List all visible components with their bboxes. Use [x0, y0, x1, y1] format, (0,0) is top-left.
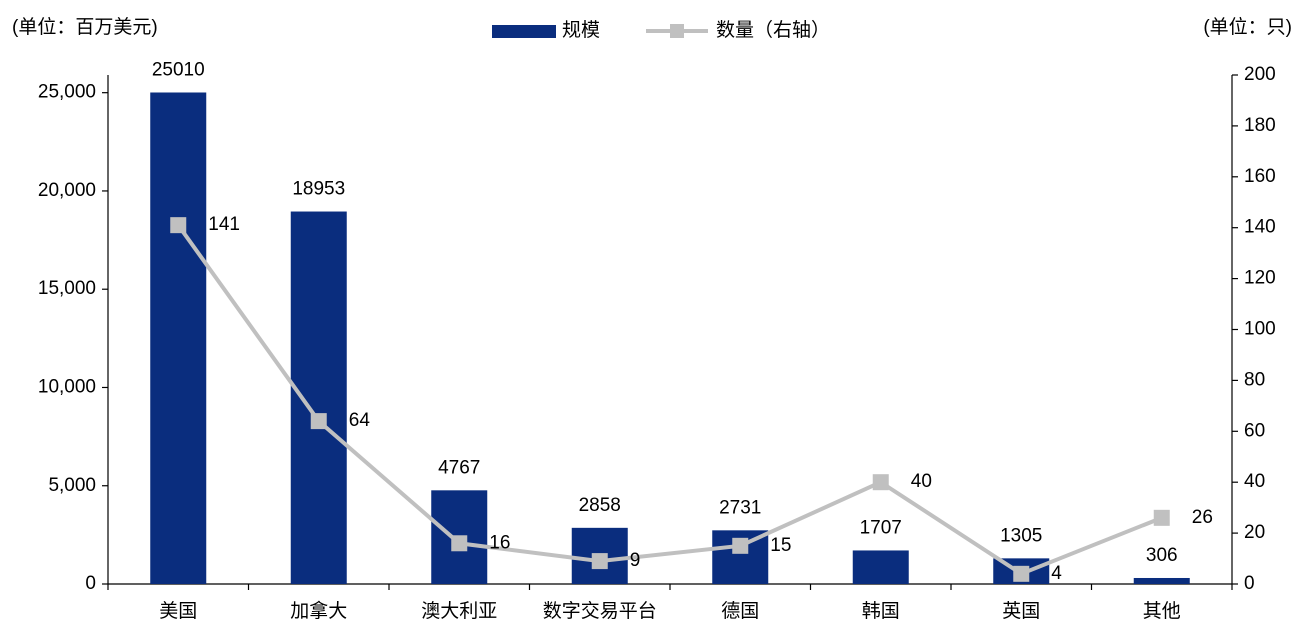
y-tick-label: 0	[85, 573, 96, 594]
bar	[290, 211, 347, 584]
y2-tick-label: 40	[1244, 471, 1265, 492]
y2-tick-label: 80	[1244, 369, 1265, 390]
y2-tick-label: 120	[1244, 268, 1276, 289]
y2-tick-label: 0	[1244, 573, 1255, 594]
line-marker	[451, 535, 468, 552]
x-tick-label: 德国	[721, 600, 759, 622]
line-value-label: 16	[489, 532, 510, 553]
y2-tick-label: 180	[1244, 115, 1276, 136]
legend-label: 数量（右轴）	[716, 19, 830, 41]
line-marker	[1013, 565, 1030, 582]
legend-swatch	[492, 25, 556, 38]
x-tick-label: 澳大利亚	[421, 600, 497, 622]
bar-value-label: 18953	[292, 179, 345, 200]
line-value-label: 26	[1192, 507, 1213, 528]
bar-value-label: 25010	[152, 60, 205, 81]
bar	[150, 92, 207, 585]
y2-tick-label: 160	[1244, 166, 1276, 187]
left-unit: (单位：百万美元)	[12, 16, 158, 38]
y-tick-label: 5,000	[48, 475, 96, 496]
x-tick-label: 英国	[1002, 600, 1040, 622]
y2-tick-label: 100	[1244, 319, 1276, 340]
line-marker	[1153, 509, 1170, 526]
line-marker	[310, 413, 327, 430]
line-marker	[170, 217, 187, 234]
line-value-label: 9	[630, 550, 641, 571]
y-tick-label: 15,000	[38, 278, 96, 299]
line-marker	[872, 474, 889, 491]
x-tick-label: 韩国	[862, 600, 900, 622]
bar-value-label: 2858	[579, 495, 621, 516]
bar-value-label: 1707	[860, 517, 902, 538]
y2-tick-label: 140	[1244, 217, 1276, 238]
bar-value-label: 306	[1146, 545, 1178, 566]
y-tick-label: 20,000	[38, 180, 96, 201]
y2-tick-label: 20	[1244, 522, 1265, 543]
line-marker	[732, 537, 749, 554]
x-tick-label: 其他	[1143, 600, 1181, 622]
legend-label: 规模	[562, 19, 600, 41]
line-value-label: 64	[349, 410, 371, 431]
bar-value-label: 2731	[719, 497, 761, 518]
bar-value-label: 4767	[438, 457, 480, 478]
bar-value-label: 1305	[1000, 525, 1042, 546]
y2-tick-label: 60	[1244, 420, 1265, 441]
x-tick-label: 美国	[159, 600, 197, 622]
x-tick-label: 数字交易平台	[543, 600, 657, 622]
line-value-label: 4	[1051, 563, 1062, 584]
bar	[1133, 577, 1190, 584]
right-unit: (单位：只)	[1203, 16, 1292, 38]
line-value-label: 141	[208, 214, 240, 235]
legend-swatch	[670, 24, 684, 38]
y2-tick-label: 200	[1244, 64, 1276, 85]
line-value-label: 15	[770, 535, 791, 556]
bar	[852, 550, 909, 584]
line-marker	[591, 553, 608, 570]
line	[176, 223, 1163, 577]
y-tick-label: 10,000	[38, 376, 96, 397]
y-tick-label: 25,000	[38, 82, 96, 103]
line-value-label: 40	[911, 471, 932, 492]
x-tick-label: 加拿大	[290, 599, 347, 622]
